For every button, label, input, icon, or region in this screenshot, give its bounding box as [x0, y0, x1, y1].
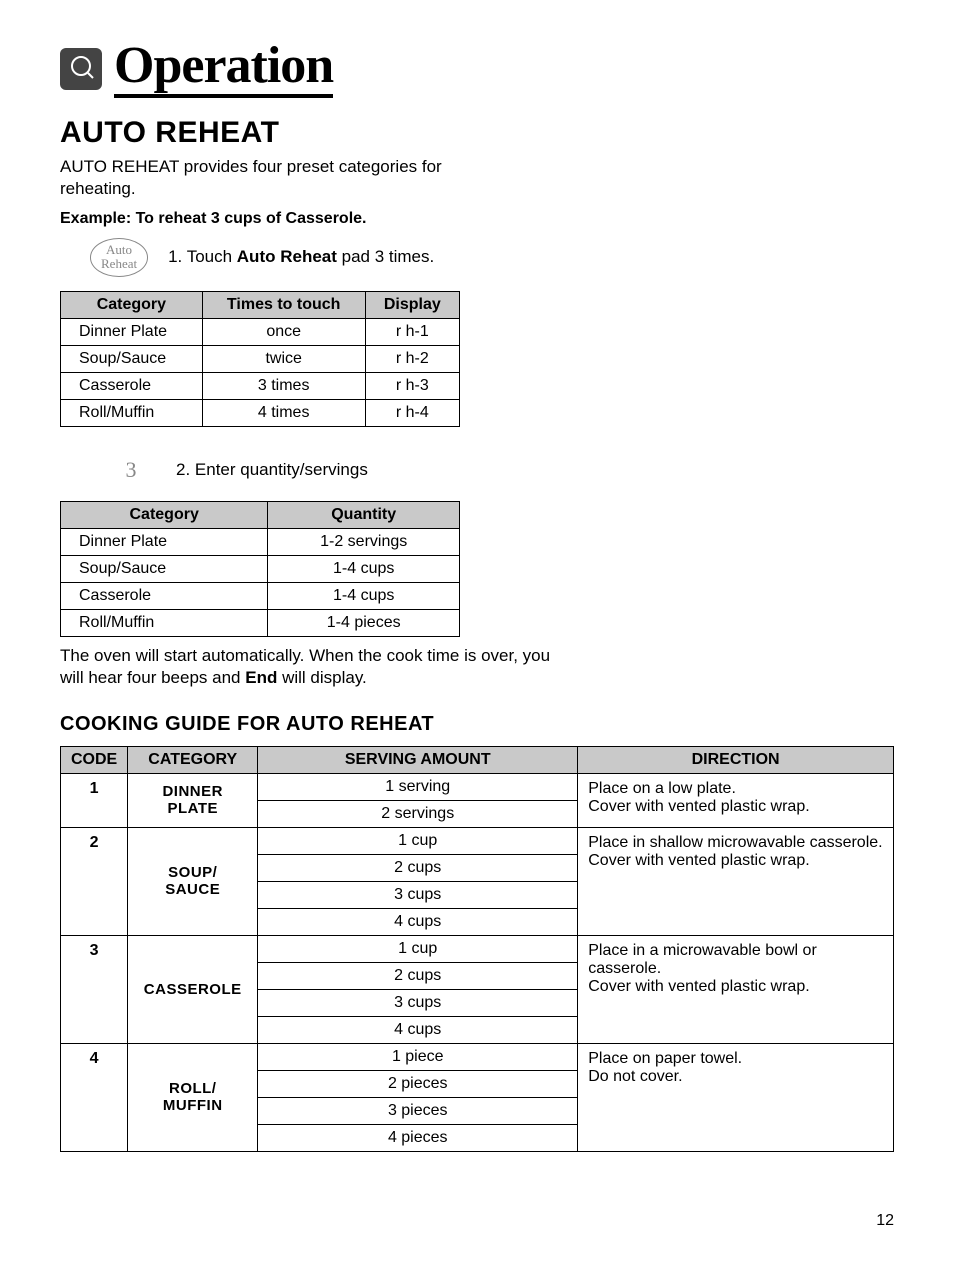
table-cell: Dinner Plate	[61, 318, 203, 345]
serving-cell: 1 serving	[258, 773, 578, 800]
code-cell: 4	[61, 1043, 128, 1151]
table-cell: Dinner Plate	[61, 528, 268, 555]
page-header: Operation	[60, 40, 894, 98]
example-label: Example: To reheat 3 cups of Casserole.	[60, 210, 894, 228]
step-2-text: 2. Enter quantity/servings	[176, 460, 368, 480]
step-2-row: 3 2. Enter quantity/servings	[106, 457, 894, 483]
category-cell: CASSEROLE	[128, 935, 258, 1043]
table-cell: 3 times	[202, 372, 365, 399]
step1-bold: Auto Reheat	[237, 247, 337, 266]
table-row: Soup/Saucetwicer h-2	[61, 345, 460, 372]
table-row: Roll/Muffin4 timesr h-4	[61, 399, 460, 426]
code-cell: 3	[61, 935, 128, 1043]
after-bold: End	[245, 668, 277, 687]
guide-title: COOKING GUIDE FOR AUTO REHEAT	[60, 713, 894, 736]
table-header: Times to touch	[202, 291, 365, 318]
table-cell: r h-3	[365, 372, 459, 399]
serving-cell: 4 cups	[258, 1016, 578, 1043]
pad-line2: Reheat	[101, 256, 137, 271]
table-row: 2SOUP/SAUCE1 cupPlace in shallow microwa…	[61, 827, 894, 854]
table-row: Dinner Plateoncer h-1	[61, 318, 460, 345]
table-cell: twice	[202, 345, 365, 372]
table-cell: once	[202, 318, 365, 345]
quantity-table: CategoryQuantity Dinner Plate1-2 serving…	[60, 501, 460, 637]
table-row: 1DINNERPLATE1 servingPlace on a low plat…	[61, 773, 894, 800]
serving-cell: 4 pieces	[258, 1124, 578, 1151]
section-title: AUTO REHEAT	[60, 116, 894, 150]
table-cell: 1-4 pieces	[268, 609, 460, 636]
code-cell: 2	[61, 827, 128, 935]
category-cell: SOUP/SAUCE	[128, 827, 258, 935]
serving-cell: 2 pieces	[258, 1070, 578, 1097]
table-cell: Casserole	[61, 582, 268, 609]
category-cell: ROLL/MUFFIN	[128, 1043, 258, 1151]
serving-cell: 4 cups	[258, 908, 578, 935]
page-number: 12	[60, 1212, 894, 1230]
table-row: Roll/Muffin1-4 pieces	[61, 609, 460, 636]
table-row: Casserole3 timesr h-3	[61, 372, 460, 399]
table-header: Quantity	[268, 501, 460, 528]
table-header: CATEGORY	[128, 746, 258, 773]
table-cell: Soup/Sauce	[61, 345, 203, 372]
table-cell: 4 times	[202, 399, 365, 426]
code-cell: 1	[61, 773, 128, 827]
after-suffix: will display.	[277, 668, 366, 687]
step-1-row: Auto Reheat 1. Touch Auto Reheat pad 3 t…	[90, 238, 894, 277]
table-header: Display	[365, 291, 459, 318]
table-row: 4ROLL/MUFFIN1 piecePlace on paper towel.…	[61, 1043, 894, 1070]
step1-suffix: pad 3 times.	[337, 247, 434, 266]
serving-cell: 3 cups	[258, 881, 578, 908]
category-cell: DINNERPLATE	[128, 773, 258, 827]
step1-prefix: 1. Touch	[168, 247, 237, 266]
table-cell: Roll/Muffin	[61, 399, 203, 426]
table-header: Category	[61, 501, 268, 528]
serving-cell: 1 piece	[258, 1043, 578, 1070]
table-row: Casserole1-4 cups	[61, 582, 460, 609]
table-header: CODE	[61, 746, 128, 773]
serving-cell: 2 cups	[258, 854, 578, 881]
serving-cell: 2 cups	[258, 962, 578, 989]
table-cell: 1-4 cups	[268, 582, 460, 609]
after-text: The oven will start automatically. When …	[60, 645, 570, 689]
serving-cell: 1 cup	[258, 827, 578, 854]
cooking-guide-table: CODECATEGORYSERVING AMOUNTDIRECTION 1DIN…	[60, 746, 894, 1152]
table-cell: r h-2	[365, 345, 459, 372]
table-header: SERVING AMOUNT	[258, 746, 578, 773]
keypad-3-icon: 3	[106, 457, 156, 483]
auto-reheat-pad-icon: Auto Reheat	[90, 238, 148, 277]
times-to-touch-table: CategoryTimes to touchDisplay Dinner Pla…	[60, 291, 460, 427]
pad-line1: Auto	[106, 242, 132, 257]
direction-cell: Place on a low plate.Cover with vented p…	[578, 773, 894, 827]
serving-cell: 3 cups	[258, 989, 578, 1016]
step-1-text: 1. Touch Auto Reheat pad 3 times.	[168, 247, 434, 267]
operation-icon	[60, 48, 102, 90]
table-cell: 1-4 cups	[268, 555, 460, 582]
serving-cell: 3 pieces	[258, 1097, 578, 1124]
direction-cell: Place on paper towel.Do not cover.	[578, 1043, 894, 1151]
table-header: Category	[61, 291, 203, 318]
table-cell: Roll/Muffin	[61, 609, 268, 636]
page-title: Operation	[114, 40, 333, 98]
table-cell: Casserole	[61, 372, 203, 399]
serving-cell: 1 cup	[258, 935, 578, 962]
table-cell: r h-1	[365, 318, 459, 345]
direction-cell: Place in a microwavable bowl or casserol…	[578, 935, 894, 1043]
serving-cell: 2 servings	[258, 800, 578, 827]
table-cell: r h-4	[365, 399, 459, 426]
table-cell: 1-2 servings	[268, 528, 460, 555]
table-header: DIRECTION	[578, 746, 894, 773]
section-intro: AUTO REHEAT provides four preset categor…	[60, 156, 500, 200]
direction-cell: Place in shallow microwavable casserole.…	[578, 827, 894, 935]
table-row: Dinner Plate1-2 servings	[61, 528, 460, 555]
table-cell: Soup/Sauce	[61, 555, 268, 582]
table-row: Soup/Sauce1-4 cups	[61, 555, 460, 582]
table-row: 3CASSEROLE1 cupPlace in a microwavable b…	[61, 935, 894, 962]
